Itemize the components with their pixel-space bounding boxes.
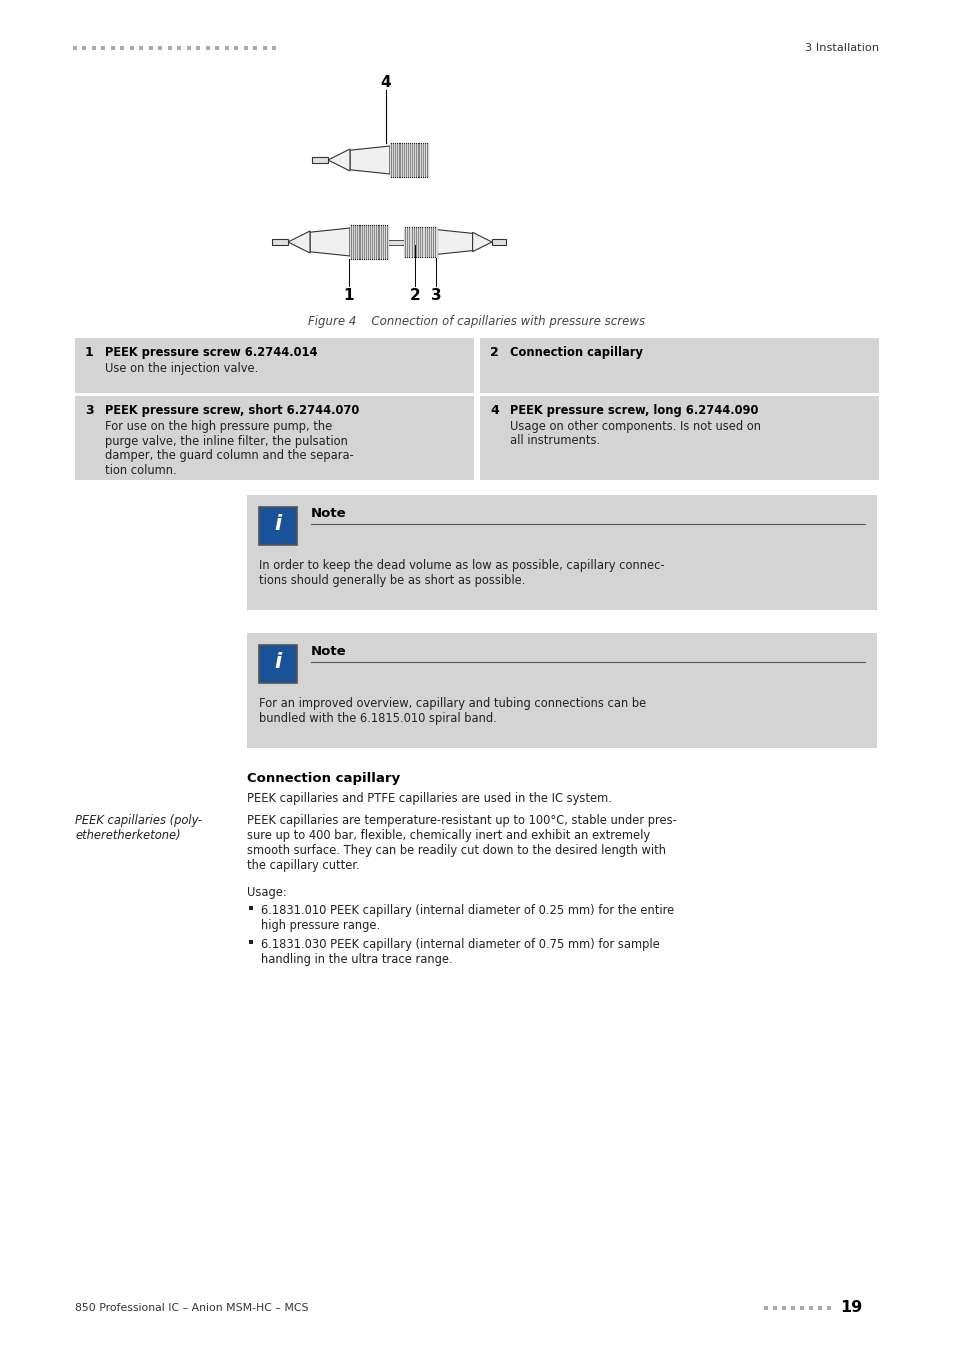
- Bar: [372, 239, 457, 244]
- Text: In order to keep the dead volume as low as possible, capillary connec-: In order to keep the dead volume as low …: [258, 559, 664, 572]
- Text: i: i: [274, 652, 281, 672]
- Text: PEEK pressure screw 6.2744.014: PEEK pressure screw 6.2744.014: [105, 346, 317, 359]
- Text: handling in the ultra trace range.: handling in the ultra trace range.: [261, 953, 452, 967]
- Bar: [75, 338, 474, 393]
- Bar: [403, 227, 436, 256]
- Text: damper, the guard column and the separa-: damper, the guard column and the separa-: [105, 450, 354, 462]
- Text: tions should generally be as short as possible.: tions should generally be as short as po…: [258, 574, 525, 587]
- Text: 19: 19: [840, 1300, 862, 1315]
- Bar: [272, 239, 288, 244]
- Polygon shape: [350, 146, 390, 174]
- Text: smooth surface. They can be readily cut down to the desired length with: smooth surface. They can be readily cut …: [247, 844, 665, 857]
- Text: PEEK capillaries are temperature-resistant up to 100°C, stable under pres-: PEEK capillaries are temperature-resista…: [247, 814, 676, 828]
- Text: etheretherketone): etheretherketone): [75, 829, 180, 842]
- Text: 2: 2: [490, 346, 498, 359]
- Bar: [479, 396, 878, 481]
- Polygon shape: [310, 228, 350, 256]
- Polygon shape: [288, 231, 310, 252]
- Text: 850 Professional IC – Anion MSM-HC – MCS: 850 Professional IC – Anion MSM-HC – MCS: [75, 1303, 308, 1314]
- Bar: [247, 495, 876, 610]
- Text: the capillary cutter.: the capillary cutter.: [247, 859, 359, 872]
- Text: 1: 1: [85, 346, 93, 359]
- Text: Note: Note: [311, 645, 346, 657]
- Text: Use on the injection valve.: Use on the injection valve.: [105, 362, 258, 375]
- Text: For an improved overview, capillary and tubing connections can be: For an improved overview, capillary and …: [258, 697, 645, 710]
- Polygon shape: [328, 148, 350, 171]
- Text: 4: 4: [490, 404, 498, 417]
- Text: 1: 1: [343, 288, 354, 302]
- Text: 6.1831.010 PEEK capillary (internal diameter of 0.25 mm) for the entire: 6.1831.010 PEEK capillary (internal diam…: [261, 904, 674, 917]
- Text: PEEK capillaries and PTFE capillaries are used in the IC system.: PEEK capillaries and PTFE capillaries ar…: [247, 792, 611, 805]
- Text: tion column.: tion column.: [105, 463, 176, 477]
- Text: Usage:: Usage:: [247, 886, 287, 899]
- Text: sure up to 400 bar, flexible, chemically inert and exhibit an extremely: sure up to 400 bar, flexible, chemically…: [247, 829, 649, 842]
- Text: 3 Installation: 3 Installation: [804, 43, 878, 53]
- Text: 6.1831.030 PEEK capillary (internal diameter of 0.75 mm) for sample: 6.1831.030 PEEK capillary (internal diam…: [261, 938, 659, 950]
- Text: Usage on other components. Is not used on: Usage on other components. Is not used o…: [510, 420, 760, 433]
- Bar: [312, 157, 328, 163]
- Bar: [390, 143, 428, 177]
- Bar: [479, 338, 878, 393]
- Text: 2: 2: [409, 288, 420, 302]
- Text: high pressure range.: high pressure range.: [261, 919, 379, 931]
- Text: Note: Note: [311, 508, 346, 520]
- Text: purge valve, the inline filter, the pulsation: purge valve, the inline filter, the puls…: [105, 435, 348, 447]
- Bar: [350, 225, 388, 259]
- Text: 3: 3: [430, 288, 441, 302]
- Text: 3: 3: [85, 404, 93, 417]
- Polygon shape: [436, 230, 472, 254]
- Text: PEEK pressure screw, short 6.2744.070: PEEK pressure screw, short 6.2744.070: [105, 404, 359, 417]
- Polygon shape: [472, 232, 492, 251]
- Bar: [258, 508, 296, 545]
- Bar: [492, 239, 505, 244]
- Text: Figure 4    Connection of capillaries with pressure screws: Figure 4 Connection of capillaries with …: [308, 315, 645, 328]
- Bar: [75, 396, 474, 481]
- Text: PEEK capillaries (poly-: PEEK capillaries (poly-: [75, 814, 202, 828]
- Bar: [258, 645, 296, 683]
- Text: PEEK pressure screw, long 6.2744.090: PEEK pressure screw, long 6.2744.090: [510, 404, 758, 417]
- Text: Connection capillary: Connection capillary: [510, 346, 642, 359]
- Bar: [247, 633, 876, 748]
- Text: Connection capillary: Connection capillary: [247, 772, 399, 784]
- Text: 4: 4: [380, 76, 391, 90]
- Text: i: i: [274, 514, 281, 535]
- Text: bundled with the 6.1815.010 spiral band.: bundled with the 6.1815.010 spiral band.: [258, 711, 497, 725]
- Text: For use on the high pressure pump, the: For use on the high pressure pump, the: [105, 420, 332, 433]
- Text: all instruments.: all instruments.: [510, 435, 599, 447]
